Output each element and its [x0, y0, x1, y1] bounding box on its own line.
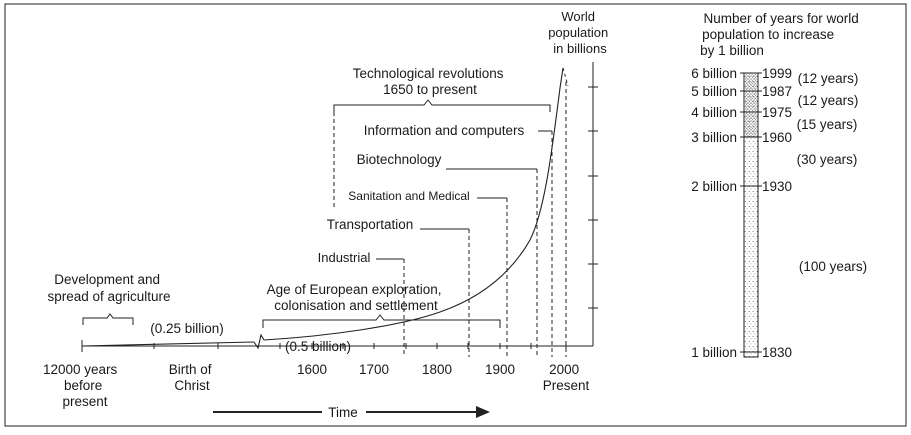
milestone-3-year: 1960: [762, 130, 792, 145]
interval-12-years-a: (12 years): [798, 93, 859, 108]
time-label: Time: [328, 405, 358, 420]
revolutions-bracket: [333, 99, 551, 112]
interval-100-years: (100 years): [799, 259, 867, 274]
x-tick-label-1700: 1700: [359, 362, 389, 377]
interval-12-years-b: (12 years): [798, 71, 859, 86]
milestone-4-billion: 4 billion: [691, 105, 737, 120]
revolution-information-label: Information and computers: [364, 123, 525, 138]
y-axis-ticks: [588, 86, 598, 309]
revolution-biotechnology-label: Biotechnology: [357, 152, 442, 167]
milestone-6-billion: 6 billion: [691, 66, 737, 81]
revolution-transportation-label: Transportation: [327, 217, 414, 232]
milestone-5-billion: 5 billion: [691, 84, 737, 99]
exploration-label: Age of European exploration, colonisatio…: [267, 282, 446, 313]
x-tick-label-1800: 1800: [422, 362, 452, 377]
interval-15-years: (15 years): [797, 117, 858, 132]
revolution-industrial-label: Industrial: [318, 250, 371, 265]
figure-border: [4, 3, 907, 427]
column-ticks: [740, 72, 762, 353]
milestone-6-year: 1999: [762, 66, 792, 81]
exploration-bracket: [262, 314, 501, 328]
agriculture-label: Development and spread of agriculture: [47, 272, 170, 304]
milestone-4-year: 1975: [762, 105, 792, 120]
revolutions-label: Technological revolutions 1650 to presen…: [353, 66, 508, 97]
x-tick-label-birth-of-christ: Birth of Christ: [169, 362, 216, 393]
agriculture-bracket: [82, 313, 134, 325]
milestone-2-billion: 2 billion: [691, 179, 737, 194]
population-quarter-billion: (0.25 billion): [150, 321, 224, 336]
timeline-panel: World population in billions 12000 years…: [43, 9, 612, 420]
x-tick-label-1900: 1900: [485, 362, 515, 377]
y-axis-label: World population in billions: [548, 9, 612, 56]
x-axis-ticks: [81, 340, 567, 352]
population-half-billion: (0.5 billion): [285, 339, 351, 354]
x-tick-label-1600: 1600: [297, 362, 327, 377]
axis-break-zigzag: [253, 333, 265, 350]
population-curve-early: [81, 341, 255, 347]
x-tick-label-12000-bp: 12000 years before present: [43, 362, 121, 409]
milestone-1-billion: 1 billion: [691, 345, 737, 360]
interval-30-years: (30 years): [797, 152, 858, 167]
milestone-1-year: 1830: [762, 345, 792, 360]
milestone-5-year: 1987: [762, 84, 792, 99]
billion-increments-panel: Number of years for world population to …: [691, 11, 867, 360]
milestone-3-billion: 3 billion: [691, 130, 737, 145]
milestone-2-year: 1930: [762, 179, 792, 194]
population-column-dense: [745, 74, 757, 138]
time-arrowhead: [476, 406, 490, 418]
increments-title: Number of years for world population to …: [700, 11, 862, 58]
x-tick-label-2000: 2000 Present: [543, 362, 590, 393]
revolution-sanitation-label: Sanitation and Medical: [348, 189, 469, 203]
population-curve: [263, 67, 564, 341]
